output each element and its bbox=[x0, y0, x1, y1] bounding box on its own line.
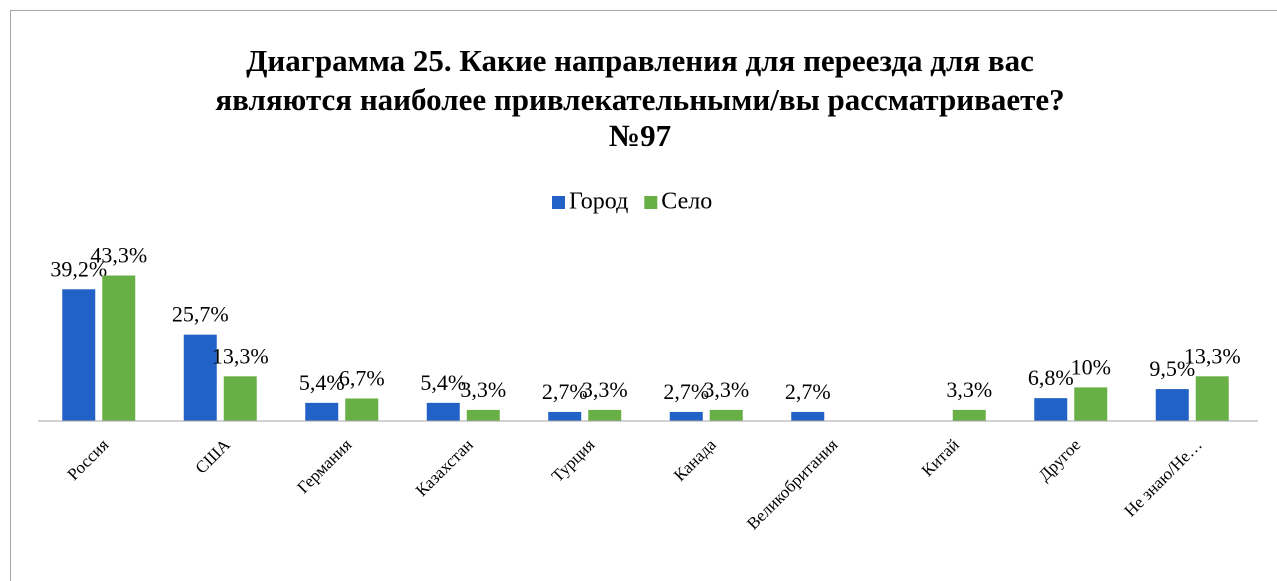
chart-title: являются наиболее привлекательными/вы ра… bbox=[215, 82, 1064, 117]
bar bbox=[1034, 398, 1068, 421]
bar bbox=[548, 411, 582, 421]
legend-swatch bbox=[552, 196, 565, 209]
data-label: 3,3% bbox=[946, 377, 992, 402]
bar bbox=[709, 409, 743, 421]
data-label: 13,3% bbox=[1184, 343, 1241, 368]
data-label: 3,3% bbox=[460, 377, 506, 402]
bar bbox=[345, 398, 379, 421]
bar bbox=[1195, 376, 1229, 421]
legend-label: Село bbox=[661, 189, 712, 215]
bar bbox=[588, 409, 622, 421]
data-label: 39,2% bbox=[50, 256, 107, 281]
data-label: 9,5% bbox=[1149, 356, 1195, 381]
data-label: 43,3% bbox=[90, 243, 147, 268]
chart-frame bbox=[10, 10, 1277, 581]
bar bbox=[1074, 387, 1108, 421]
legend-label: Город bbox=[569, 189, 628, 215]
bar bbox=[426, 402, 460, 421]
bar bbox=[183, 334, 217, 421]
data-label: 6,7% bbox=[339, 366, 385, 391]
bar bbox=[102, 275, 136, 421]
data-label: 2,7% bbox=[785, 379, 831, 404]
bar bbox=[791, 411, 825, 421]
bar bbox=[466, 409, 500, 421]
bar bbox=[669, 411, 703, 421]
bar bbox=[223, 376, 257, 421]
data-label: 5,4% bbox=[299, 370, 345, 395]
data-label: 10% bbox=[1071, 354, 1111, 379]
bar bbox=[305, 402, 339, 421]
data-label: 3,3% bbox=[582, 377, 628, 402]
chart-title: Диаграмма 25. Какие направления для пере… bbox=[246, 43, 1034, 78]
data-label: 6,8% bbox=[1028, 365, 1074, 390]
bar bbox=[1155, 389, 1189, 421]
data-label: 5,4% bbox=[420, 370, 466, 395]
data-label: 13,3% bbox=[212, 343, 269, 368]
data-label: 25,7% bbox=[172, 302, 229, 327]
bar bbox=[952, 409, 986, 421]
bar bbox=[62, 289, 96, 421]
chart-title: №97 bbox=[609, 118, 671, 153]
legend-swatch bbox=[644, 196, 658, 209]
data-label: 3,3% bbox=[703, 377, 749, 402]
data-label: 2,7% bbox=[663, 379, 709, 404]
data-label: 2,7% bbox=[542, 379, 588, 404]
